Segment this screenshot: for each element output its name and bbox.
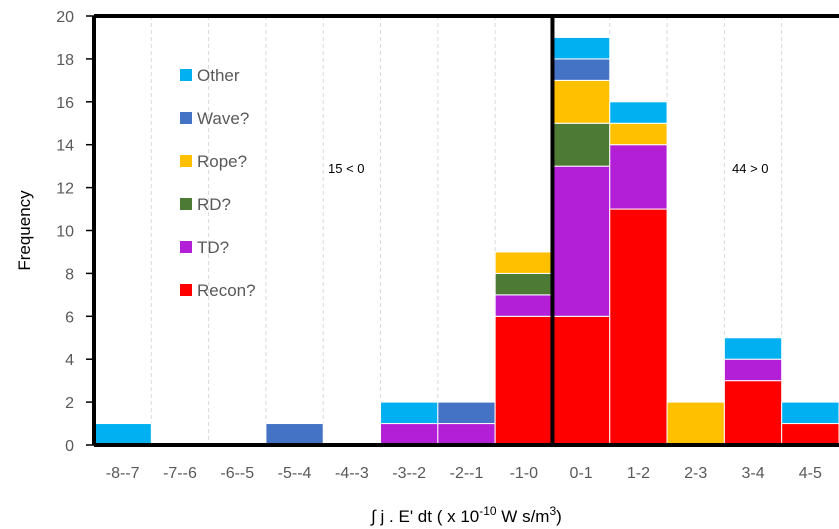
bar--1-0-td [494, 294, 553, 317]
x-tick-label-2-3: 2-3 [684, 465, 707, 482]
bar--1-0-rope [494, 251, 553, 274]
y-tick-label-8: 8 [65, 266, 74, 283]
y-tick-label-6: 6 [65, 309, 74, 326]
legend-label-other: Other [197, 66, 240, 85]
bar--1-0-rd [494, 272, 553, 296]
y-tick-label-14: 14 [56, 138, 74, 155]
bar-1-2-recon [609, 208, 668, 446]
x-tick-label--7--6: -7--6 [163, 465, 197, 482]
y-tick-label-2: 2 [65, 395, 74, 412]
annotation-right: 44 > 0 [732, 161, 769, 176]
x-axis-label-end: ) [556, 507, 562, 526]
x-axis-label: ∫ j . E' dt ( x 10-10 W s/m3) [370, 504, 562, 526]
bar-0-1-other [551, 36, 611, 60]
x-tick-labels: -8--7 -7--6 -6--5 -5--4 -4--3 -3--2 -2--1 -1-0 0… [106, 465, 822, 482]
bar-0-1-wave [551, 58, 611, 81]
legend-swatch-td [180, 241, 192, 253]
bar--3--2-td [380, 423, 439, 446]
bar-4-5-recon [781, 423, 839, 446]
bar--2--1-td [437, 423, 496, 446]
legend-swatch-recon [180, 284, 192, 296]
bar--2--1-wave [437, 401, 496, 425]
bar--1-0-recon [494, 315, 553, 446]
x-tick-label--4--3: -4--3 [335, 465, 369, 482]
bar--8--7-other [93, 423, 152, 446]
x-tick-label--5--4: -5--4 [278, 465, 312, 482]
bars-group [93, 36, 839, 446]
x-tick-label--2--1: -2--1 [450, 465, 484, 482]
bar-0-1-recon [551, 315, 611, 446]
bar--5--4-wave [265, 423, 324, 446]
bar-3-4-recon [723, 380, 783, 446]
grid-lines [150, 16, 783, 445]
x-axis-label-exp2: 3 [549, 504, 556, 518]
x-tick-label-3-4: 3-4 [741, 465, 764, 482]
legend-label-wave: Wave? [197, 109, 249, 128]
bar-2-3-rope [666, 401, 725, 446]
bar-1-2-td [609, 144, 668, 210]
x-tick-label-0-1: 0-1 [570, 465, 593, 482]
x-tick-label--1-0: -1-0 [510, 465, 539, 482]
x-tick-label--3--2: -3--2 [392, 465, 426, 482]
bar-0-1-rd [551, 122, 611, 167]
bar-1-2-rope [609, 122, 668, 146]
x-tick-label--6--5: -6--5 [220, 465, 254, 482]
bar--3--2-other [380, 401, 439, 425]
x-tick-label-4-5: 4-5 [799, 465, 822, 482]
y-tick-label-12: 12 [56, 181, 74, 198]
x-axis-label-exp: -10 [479, 504, 497, 518]
x-tick-label-1-2: 1-2 [627, 465, 650, 482]
y-tick-labels: 0 2 4 6 8 10 12 14 16 18 20 [56, 9, 94, 455]
y-tick-label-0: 0 [65, 438, 74, 455]
y-tick-label-10: 10 [56, 224, 74, 241]
legend-swatch-rope [180, 155, 192, 167]
bar-3-4-td [723, 358, 783, 382]
legend: Other Wave? Rope? RD? TD? Recon? [180, 66, 256, 300]
legend-swatch-rd [180, 198, 192, 210]
legend-label-td: TD? [197, 238, 229, 257]
bar-0-1-td [551, 165, 611, 317]
bar-0-1-rope [551, 79, 611, 124]
y-tick-label-4: 4 [65, 352, 74, 369]
bar-3-4-other [723, 337, 783, 360]
x-axis-label-tail: W s/m [497, 507, 550, 526]
bar-4-5-other [781, 401, 839, 425]
legend-swatch-other [180, 69, 192, 81]
x-tick-label--8--7: -8--7 [106, 465, 140, 482]
annotation-left: 15 < 0 [328, 161, 365, 176]
legend-label-rope: Rope? [197, 152, 247, 171]
legend-label-rd: RD? [197, 195, 231, 214]
y-tick-label-16: 16 [56, 95, 74, 112]
legend-label-recon: Recon? [197, 281, 256, 300]
legend-swatch-wave [180, 112, 192, 124]
bar-1-2-other [609, 101, 668, 124]
y-tick-label-20: 20 [56, 9, 74, 26]
y-axis-label: Frequency [15, 190, 34, 271]
x-axis-label-main: ∫ j . E' dt ( x 10 [370, 507, 479, 526]
y-tick-label-18: 18 [56, 52, 74, 69]
